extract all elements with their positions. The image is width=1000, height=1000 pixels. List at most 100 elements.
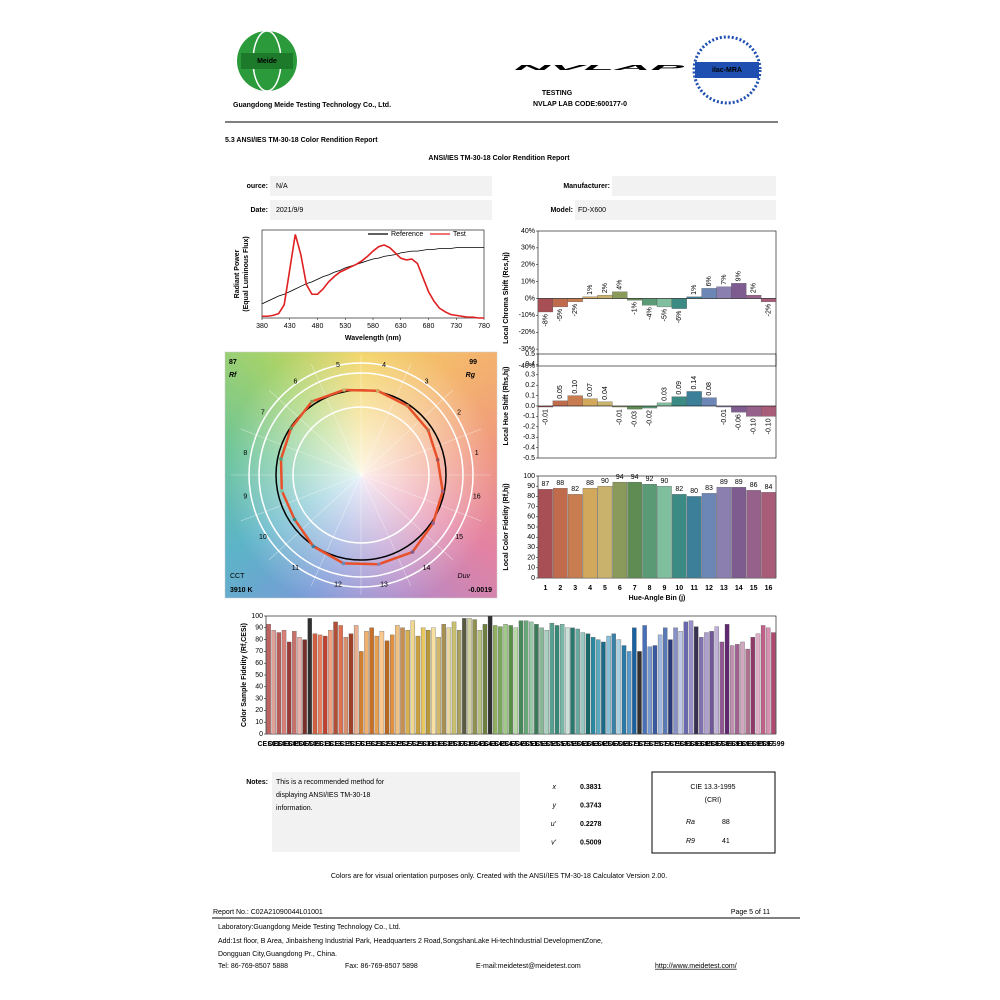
bar [307, 618, 312, 735]
bar [641, 298, 658, 306]
bin-divider [360, 389, 454, 476]
bar [369, 627, 374, 735]
x-tick-label: CES35 [433, 741, 455, 748]
y-tick-label: -0.5 [523, 455, 535, 462]
bar [549, 622, 555, 735]
data-label: -2% [572, 304, 579, 316]
x-tick-label: CES95 [742, 741, 764, 748]
data-label: 87 [542, 481, 550, 488]
x-tick-label: 580 [367, 323, 379, 330]
bar [672, 494, 687, 579]
x-tick-label: CES23 [371, 741, 393, 748]
x-tick-label: 1 [543, 585, 547, 592]
chromaticity-value: 0.2278 [580, 821, 602, 828]
data-label: 82 [675, 486, 683, 493]
bar [621, 645, 627, 735]
lab-address: Add:1st floor, B Area, Jinbaisheng Indus… [218, 938, 603, 945]
bin-label: 3 [425, 379, 429, 386]
x-tick-label: 5 [603, 585, 607, 592]
y-tick-label: -0.2 [523, 424, 535, 431]
x-tick-label: CES17 [340, 741, 362, 748]
bar [731, 487, 747, 579]
bar [709, 631, 714, 735]
bar [766, 627, 771, 735]
bar [534, 624, 539, 735]
cri-subtitle: (CRI) [705, 797, 722, 804]
bar [693, 626, 699, 735]
bar [400, 627, 405, 735]
data-label: 88 [586, 480, 594, 487]
bar [390, 634, 395, 735]
bin-divider [360, 474, 454, 561]
bar [482, 624, 488, 735]
x-tick-label: CES07 [288, 741, 310, 748]
y-tick-label: 0.4 [525, 361, 535, 368]
bar [656, 298, 673, 308]
bar [714, 626, 719, 735]
bin-divider [240, 474, 362, 522]
x-tick-label: 13 [720, 585, 728, 592]
x-tick-label: 7 [633, 585, 637, 592]
x-tick-label: 8 [648, 585, 652, 592]
bar [746, 405, 762, 417]
field-value: N/A [276, 183, 288, 190]
bar [590, 637, 596, 735]
y-axis-title: (Equal Luminous Flux) [243, 236, 250, 311]
data-label: 0.10 [572, 380, 579, 394]
data-label: 82 [571, 486, 579, 493]
x-tick-label: CES05 [278, 741, 300, 748]
data-label: -2% [765, 304, 772, 316]
x-tick-label: CES21 [361, 741, 383, 748]
x-tick-label: CES29 [402, 741, 424, 748]
data-label: -5% [557, 309, 564, 321]
data-label: 84 [765, 484, 773, 491]
cri-value: 88 [722, 819, 730, 826]
bar [513, 627, 519, 735]
y-tick-label: 0% [525, 295, 535, 302]
x-tick-label: CES89 [711, 741, 733, 748]
bar [716, 487, 732, 579]
x-tick-label: 2 [558, 585, 562, 592]
x-tick-label: 12 [705, 585, 713, 592]
bar [567, 395, 583, 407]
cri-value: 41 [722, 838, 730, 845]
bar [567, 298, 583, 303]
bar [612, 291, 628, 299]
y-axis-title: Color Sample Fidelity (Rf,CESi) [241, 623, 248, 727]
website[interactable]: http://www.meidetest.com/ [655, 963, 737, 970]
x-tick-label: CES93 [731, 741, 753, 748]
legend-label: Reference [391, 231, 423, 238]
bar [343, 637, 349, 735]
bar [699, 637, 704, 735]
plot-frame [261, 229, 485, 319]
testing: TESTING [542, 90, 573, 97]
vector-point [440, 489, 445, 494]
field-label: ource: [247, 183, 268, 190]
data-label: -0.10 [765, 418, 772, 434]
x-tick-label: CES53 [525, 741, 547, 748]
bar [529, 621, 534, 735]
vector-point [280, 488, 284, 493]
nvlap-logo: NVLAP [514, 65, 686, 72]
x-tick-label: 730 [450, 323, 462, 330]
x-tick-label: CES59 [556, 741, 578, 748]
bar [656, 402, 673, 407]
vector-point [435, 457, 440, 462]
bar [642, 625, 647, 735]
data-label: -0.01 [617, 409, 624, 425]
data-label: 9% [736, 271, 743, 281]
section-title: 5.3 ANSI/IES TM-30-18 Color Rendition Re… [225, 137, 378, 144]
y-tick-label: 90 [527, 483, 535, 490]
data-label: -6% [676, 311, 683, 323]
x-tick-label: CES37 [443, 741, 465, 748]
bar [668, 639, 673, 735]
y-tick-label: 90 [255, 625, 263, 632]
data-label: 0.09 [676, 381, 683, 395]
y-tick-label: -20% [519, 329, 535, 336]
bar [472, 619, 477, 735]
x-tick-label: CES57 [546, 741, 568, 748]
report-number: Report No.: C02A21090044L01001 [213, 909, 323, 916]
vector-point [341, 561, 346, 566]
bar [582, 398, 598, 407]
bar [735, 644, 740, 735]
